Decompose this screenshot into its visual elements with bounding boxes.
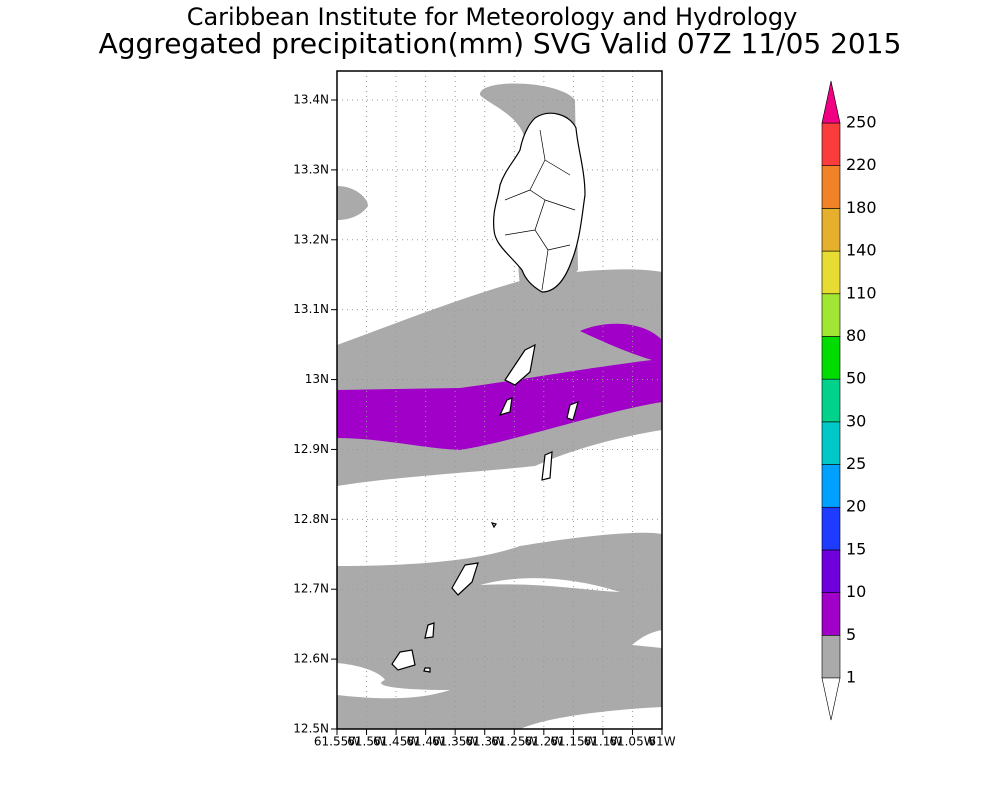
lat-tick-label: 13.4N xyxy=(293,93,329,107)
colorbar-segment xyxy=(821,165,841,209)
island xyxy=(498,397,513,416)
colorbar-segment xyxy=(821,506,841,551)
colorbar-segment xyxy=(821,635,841,679)
colorbar-label: 15 xyxy=(846,539,866,558)
colorbar-label: 25 xyxy=(846,454,866,473)
colorbar-segment xyxy=(821,421,841,465)
colorbar-label: 140 xyxy=(846,241,877,260)
colorbar-label: 1 xyxy=(846,668,856,687)
colorbar-label: 5 xyxy=(846,625,856,644)
lon-tick-label: 61.1W xyxy=(584,735,623,749)
lon-tick-label: 61.4W xyxy=(406,735,445,749)
subtitle: Aggregated precipitation(mm) SVG Valid 0… xyxy=(99,27,902,60)
lon-tick-label: 61.2W xyxy=(525,735,564,749)
island xyxy=(490,522,497,529)
colorbar-label: 20 xyxy=(846,497,866,516)
colorbar-segment xyxy=(821,208,841,252)
island xyxy=(493,112,586,293)
lon-tick-label: 61.25W xyxy=(491,735,537,749)
colorbar-segment xyxy=(821,592,841,636)
title: Caribbean Institute for Meteorology and … xyxy=(187,3,798,31)
colorbar-label: 180 xyxy=(846,198,877,217)
lat-tick-label: 13N xyxy=(305,372,329,386)
lon-tick-label: 61.05W xyxy=(609,735,655,749)
rain-area xyxy=(337,532,662,729)
colorbar-label: 50 xyxy=(846,369,866,388)
island xyxy=(566,401,579,421)
lon-tick-label: 61.55W xyxy=(314,735,360,749)
lat-tick-label: 12.6N xyxy=(293,652,329,666)
dry-area xyxy=(632,630,662,648)
grid: 13.4N 13.3N 13.2N 13.1N 13N 12.9N 12.8N 12.7N 12… xyxy=(293,71,676,749)
island xyxy=(424,622,435,639)
colorbar-segment xyxy=(821,122,841,166)
lon-tick-label: 61.15W xyxy=(550,735,596,749)
colorbar-label: 110 xyxy=(846,283,877,302)
lon-tick-label: 61.35W xyxy=(432,735,478,749)
colorbar-below xyxy=(821,677,841,721)
colorbar-segment xyxy=(821,336,841,380)
islands xyxy=(391,112,586,673)
lon-tick-label: 61.3W xyxy=(465,735,504,749)
dry-area xyxy=(480,578,620,592)
island xyxy=(423,667,431,673)
rain-area xyxy=(337,186,368,220)
precip-fields xyxy=(337,83,662,729)
colorbar-segment xyxy=(821,378,841,423)
colorbar-segment xyxy=(821,464,841,508)
lat-tick-label: 12.9N xyxy=(293,442,329,456)
lat-tick-label: 12.8N xyxy=(293,512,329,526)
colorbar-label: 250 xyxy=(846,113,877,132)
rain-area xyxy=(337,323,662,450)
island-detail xyxy=(504,129,576,291)
island xyxy=(541,451,553,481)
plot-frame xyxy=(336,70,663,730)
colorbar-label: 80 xyxy=(846,326,866,345)
lon-tick-label: 61.5W xyxy=(347,735,386,749)
colorbar-label: 30 xyxy=(846,411,866,430)
colorbar-segment xyxy=(821,250,841,295)
colorbar-label: 220 xyxy=(846,155,877,174)
lat-tick-label: 13.1N xyxy=(293,302,329,316)
colorbar-above xyxy=(821,80,841,124)
island xyxy=(504,343,536,386)
lat-tick-label: 12.5N xyxy=(293,722,329,736)
island xyxy=(451,562,479,596)
colorbar-segment xyxy=(821,549,841,593)
island xyxy=(391,649,416,671)
dry-area xyxy=(337,663,450,699)
colorbar-label: 10 xyxy=(846,582,866,601)
lon-tick-label: 61.45W xyxy=(373,735,419,749)
colorbar-segment xyxy=(821,293,841,337)
lon-tick-label: 61W xyxy=(648,735,675,749)
lat-tick-label: 12.7N xyxy=(293,582,329,596)
lat-tick-label: 13.2N xyxy=(293,232,329,246)
lat-tick-label: 13.3N xyxy=(293,162,329,176)
